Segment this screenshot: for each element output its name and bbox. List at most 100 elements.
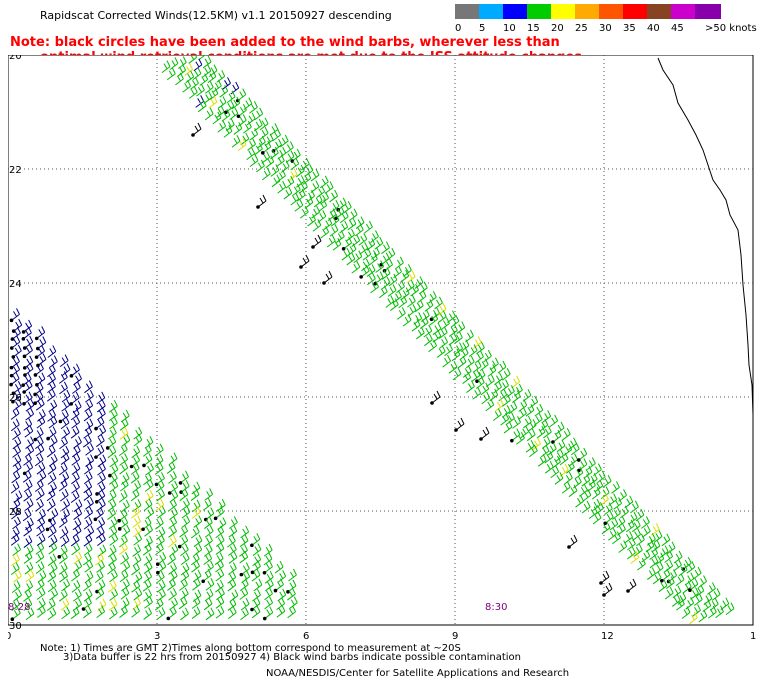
wind-barb <box>400 287 410 300</box>
wind-barb <box>395 256 404 270</box>
wind-barb <box>199 73 209 86</box>
wind-barb <box>167 67 176 81</box>
wind-barb <box>346 252 356 266</box>
wind-barb <box>428 290 437 304</box>
contamination-circle <box>22 390 26 394</box>
wind-barb <box>439 336 449 349</box>
wind-barb <box>73 507 83 520</box>
wind-barb <box>202 55 212 69</box>
wind-barb <box>237 114 247 127</box>
wind-barb <box>229 516 238 529</box>
wind-barb <box>96 605 106 619</box>
wind-barb <box>168 525 177 538</box>
legend-tick-label: 20 <box>551 23 564 34</box>
wind-barb <box>307 213 316 227</box>
wind-barb <box>270 164 280 177</box>
wind-barb <box>698 609 708 623</box>
footnote-line-2: 3)Data buffer is 22 hrs from 20150927 4)… <box>63 652 521 663</box>
wind-barb <box>487 364 497 377</box>
wind-barb <box>121 499 130 513</box>
wind-barb <box>227 606 237 620</box>
wind-barb <box>537 454 547 467</box>
contamination-circle <box>105 446 110 450</box>
contamination-circle <box>35 383 39 387</box>
wind-barb <box>109 472 118 485</box>
wind-barb <box>407 294 416 308</box>
wind-barb <box>25 398 35 412</box>
wind-barb <box>459 347 469 360</box>
contamination-circle <box>341 246 346 251</box>
wind-barb <box>381 267 391 280</box>
wind-barb <box>568 484 578 498</box>
wind-barb <box>492 408 502 421</box>
wind-barb <box>83 516 93 530</box>
wind-barb <box>71 462 81 475</box>
wind-barb <box>37 470 47 483</box>
wind-barb <box>288 568 297 582</box>
wind-barb <box>169 543 179 557</box>
wind-barb <box>219 84 229 98</box>
y-tick-label: 24 <box>9 279 22 290</box>
wind-barb <box>154 443 164 457</box>
wind-barb <box>169 57 179 70</box>
wind-barb <box>96 560 105 573</box>
wind-barb <box>500 379 509 392</box>
wind-barb <box>196 83 205 97</box>
wind-barb <box>154 454 164 467</box>
wind-barb <box>108 598 118 611</box>
wind-barb <box>175 72 184 86</box>
wind-barb <box>58 478 68 492</box>
contamination-circle <box>166 616 171 621</box>
map-title: Rapidscat Corrected Winds(12.5KM) v1.1 2… <box>40 9 392 22</box>
wind-barb <box>483 349 492 363</box>
wind-barb <box>121 560 131 573</box>
wind-barb <box>97 544 107 558</box>
contamination-circle <box>454 428 458 432</box>
wind-barb <box>10 407 20 420</box>
wind-barb <box>215 559 224 573</box>
wind-barb <box>131 605 140 618</box>
wind-barb <box>581 500 591 514</box>
wind-barb <box>277 570 287 583</box>
wind-barb <box>625 519 635 533</box>
contamination-circle <box>551 440 555 444</box>
wind-barb <box>46 488 56 502</box>
contamination-circle <box>93 517 98 522</box>
wind-barb <box>216 587 225 601</box>
contamination-circle <box>94 426 98 431</box>
wind-barb <box>613 497 623 510</box>
wind-barb <box>529 395 539 409</box>
wind-barb <box>48 399 58 413</box>
wind-barb <box>682 580 692 594</box>
wind-barb <box>108 516 118 530</box>
wind-barb <box>47 380 56 394</box>
wind-barb <box>310 168 320 182</box>
wind-barb <box>506 412 515 425</box>
wind-barb <box>83 408 93 422</box>
wind-barb <box>204 488 214 501</box>
wind-barb <box>109 408 118 422</box>
wind-barb <box>664 586 674 600</box>
wind-barb <box>70 425 80 439</box>
wind-barb <box>544 460 554 474</box>
wind-barb <box>156 488 166 502</box>
wind-barb <box>675 573 685 587</box>
wind-barb <box>34 479 44 492</box>
wind-barb <box>347 217 357 231</box>
wind-barb <box>604 502 613 516</box>
wind-barb <box>70 407 80 421</box>
wind-barb <box>375 260 385 273</box>
wind-barb <box>168 471 177 484</box>
legend-swatch <box>599 4 625 19</box>
wind-barb <box>342 201 352 214</box>
x-tick-label: 0 <box>8 631 11 642</box>
wind-barb <box>217 517 227 530</box>
legend-swatch <box>647 4 673 19</box>
wind-barb <box>249 128 259 141</box>
wind-barb <box>547 442 557 456</box>
wind-barb <box>279 134 289 148</box>
wind-barb <box>71 444 81 458</box>
wind-barb <box>554 472 564 485</box>
wind-barb <box>144 523 153 537</box>
wind-barb <box>60 534 70 548</box>
